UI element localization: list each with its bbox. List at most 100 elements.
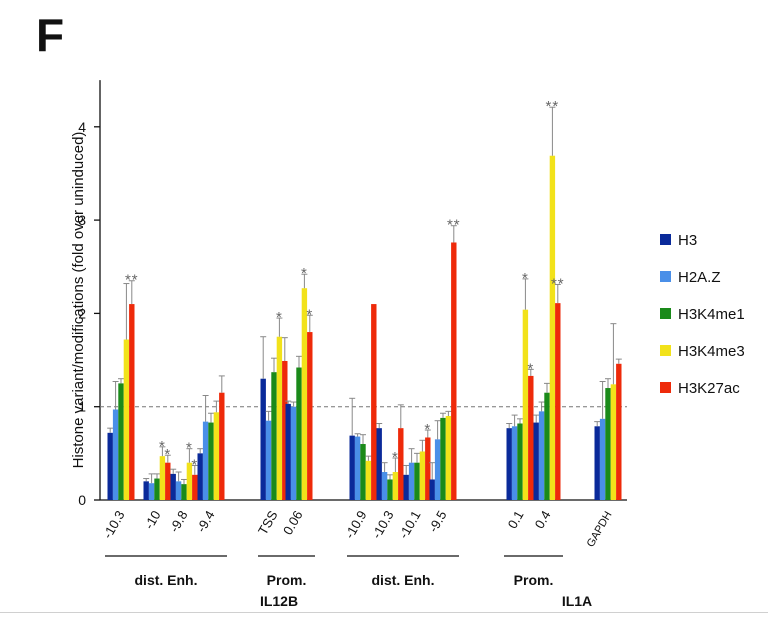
significance-marker: *: [301, 265, 308, 282]
bar-h3k27ac-4: [282, 360, 288, 500]
y-tick-label: 2: [78, 305, 86, 321]
x-tick-label: -10.9: [342, 508, 370, 541]
region-label: Prom.: [267, 572, 307, 588]
legend-label: H3K4me3: [678, 343, 745, 360]
legend-swatch: [660, 271, 671, 282]
bar-h3k27ac-12: [616, 363, 622, 500]
bar-h2az-6: [354, 436, 361, 500]
panel-label: F: [36, 9, 65, 61]
bar-h3-12: [594, 426, 600, 500]
bar-h3k4me3-12: [610, 384, 617, 500]
bar-h3k27ac-3: [219, 392, 225, 500]
bar-h3k4me3-6: [365, 460, 372, 500]
bar-h3k4me3-10: [522, 309, 529, 500]
significance-marker: *: [424, 421, 431, 438]
significance-marker: **: [125, 272, 139, 289]
significance-marker: *: [159, 438, 166, 455]
significance-marker: **: [447, 217, 461, 234]
x-tick-label: -10.3: [369, 508, 397, 541]
bar-h3-5: [285, 403, 291, 500]
bar-h2az-5: [290, 406, 297, 500]
bar-h3k4me1-6: [360, 444, 366, 500]
significance-marker: *: [164, 446, 171, 463]
x-tick-label: -9.5: [425, 508, 449, 535]
bar-h3-9: [429, 479, 435, 500]
bar-h3k4me1-2: [181, 484, 187, 500]
gene-label: IL12B: [260, 593, 298, 609]
bar-h3k27ac-6: [371, 304, 377, 500]
bar-h3-0: [107, 432, 113, 500]
bar-h3k4me3-0: [123, 339, 130, 500]
x-tick-label: 0.4: [532, 508, 554, 531]
bar-h3k27ac-7: [398, 428, 404, 500]
bar-h3k4me1-1: [154, 478, 160, 500]
x-tick-label: GAPDH: [585, 509, 615, 549]
x-tick-label: 0.06: [280, 508, 306, 537]
significance-marker: *: [191, 456, 198, 473]
bar-h3-11: [533, 422, 539, 500]
bar-h3k4me3-8: [419, 451, 426, 500]
bar-h2az-10: [511, 426, 518, 500]
bar-h3k4me3-2: [186, 462, 193, 500]
legend-swatch: [660, 234, 671, 245]
bar-h2az-1: [148, 483, 155, 500]
bottom-divider: [0, 612, 768, 613]
legend-label: H2A.Z: [678, 269, 721, 286]
bar-h3-7: [376, 428, 382, 500]
significance-marker: **: [546, 98, 560, 115]
gene-label: IL1A: [562, 593, 592, 609]
bar-h3k4me1-3: [208, 422, 214, 500]
y-tick-label: 0: [78, 492, 86, 508]
legend-label: H3K4me1: [678, 306, 745, 323]
bar-h3k4me3-4: [276, 336, 283, 500]
bar-h3k4me1-8: [414, 462, 420, 500]
bar-h3-3: [197, 453, 203, 500]
x-tick-label: -10: [141, 508, 163, 532]
legend-swatch: [660, 308, 671, 319]
bar-h2az-3: [202, 421, 209, 500]
region-label: Prom.: [514, 572, 554, 588]
bar-h3k4me3-3: [213, 412, 220, 500]
significance-marker: *: [186, 440, 193, 457]
bar-h3k4me1-10: [517, 423, 523, 500]
bar-h3k27ac-0: [129, 304, 135, 500]
legend-label: H3K27ac: [678, 380, 740, 397]
y-axis-label: Histone variant/modifications (fold over…: [70, 132, 87, 469]
bar-h3k4me3-9: [445, 416, 452, 500]
bar-h2az-11: [538, 411, 545, 500]
x-tick-label: -9.8: [166, 508, 190, 535]
bar-h2az-4: [265, 420, 272, 500]
bar-h3k27ac-5: [307, 332, 313, 500]
bar-h3k4me3-11: [549, 155, 556, 500]
x-tick-label: -10.3: [100, 508, 128, 541]
significance-marker: **: [551, 275, 565, 292]
region-label: dist. Enh.: [372, 572, 435, 588]
bar-h3k27ac-8: [425, 437, 431, 500]
bar-h2az-8: [408, 462, 415, 500]
bar-h3-10: [506, 428, 512, 500]
x-tick-label: TSS: [255, 508, 281, 538]
bar-h3k4me3-7: [392, 472, 399, 500]
bar-h3k27ac-10: [528, 375, 534, 500]
bar-h3k4me1-0: [118, 383, 124, 500]
legend-label: H3: [678, 232, 697, 249]
bar-h2az-12: [599, 418, 606, 500]
bar-h3k4me3-5: [301, 288, 308, 500]
significance-marker: *: [522, 270, 529, 287]
bar-h3k4me1-12: [605, 388, 611, 500]
bar-h2az-2: [175, 481, 182, 500]
bar-h3k27ac-11: [555, 303, 561, 500]
bar-h2az-7: [381, 472, 388, 500]
bar-h3k4me1-7: [387, 479, 393, 500]
significance-marker: *: [527, 360, 534, 377]
bar-h2az-0: [112, 409, 119, 500]
y-tick-label: 3: [78, 212, 86, 228]
region-label: dist. Enh.: [135, 572, 198, 588]
bar-h3k27ac-9: [451, 242, 457, 500]
x-tick-label: 0.1: [505, 508, 527, 531]
legend-swatch: [660, 382, 671, 393]
bar-h3-6: [349, 435, 355, 500]
bar-h3-4: [260, 378, 266, 500]
significance-marker: *: [306, 306, 313, 323]
